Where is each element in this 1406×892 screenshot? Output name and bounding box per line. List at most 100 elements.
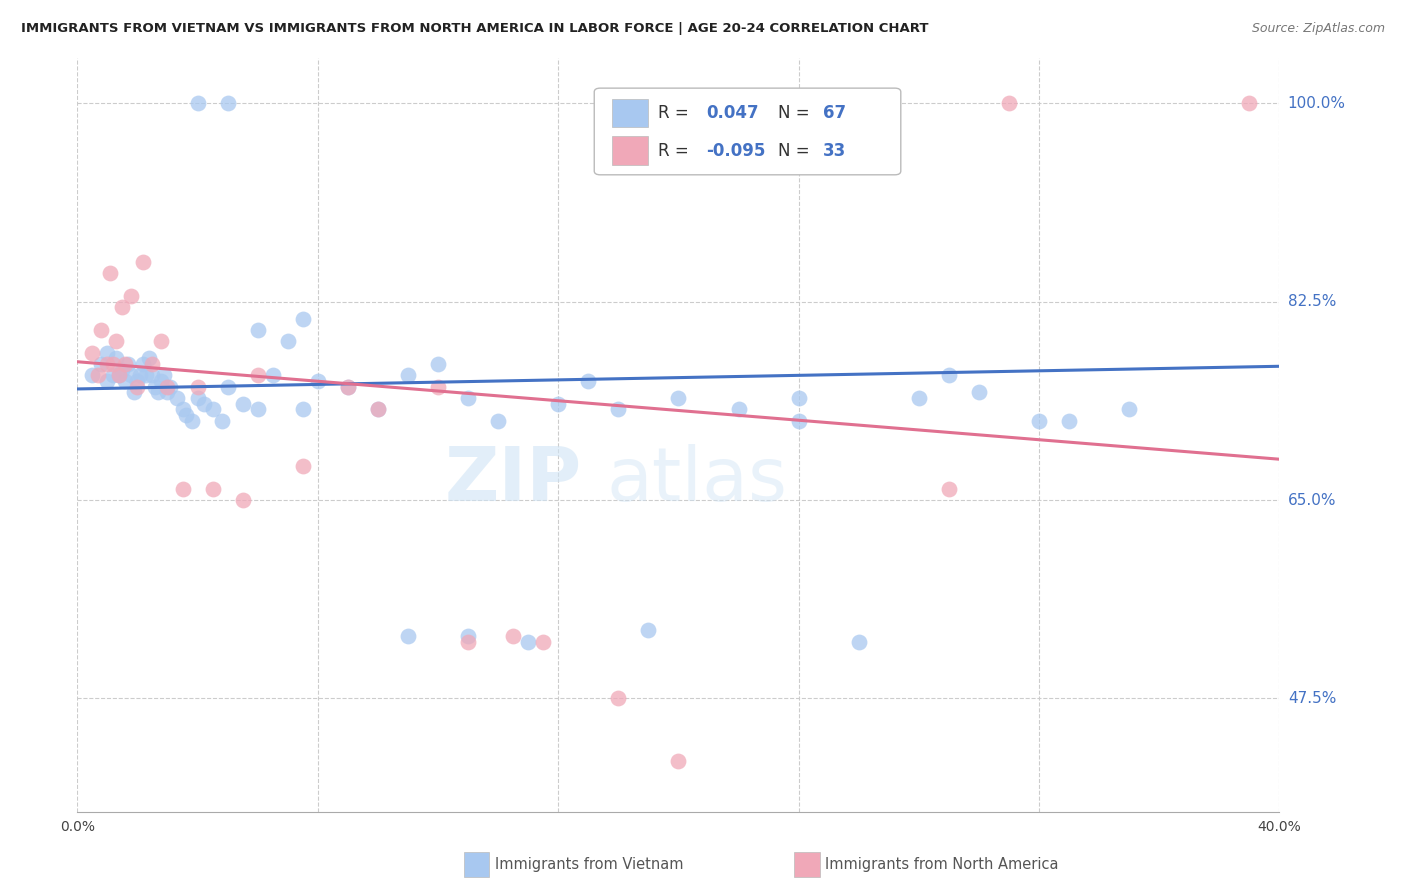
Point — [201, 482, 224, 496]
Point — [193, 397, 215, 411]
Point — [87, 368, 110, 383]
Point — [211, 414, 233, 428]
Point — [427, 379, 450, 393]
Point — [186, 96, 209, 111]
Point — [396, 629, 419, 643]
Point — [111, 362, 134, 376]
Point — [127, 374, 149, 388]
Point — [668, 754, 690, 768]
Point — [367, 402, 389, 417]
Point — [1028, 414, 1050, 428]
Point — [103, 357, 125, 371]
Text: ZIP: ZIP — [444, 443, 582, 516]
Point — [141, 368, 163, 383]
Point — [232, 493, 254, 508]
Point — [172, 402, 194, 417]
Point — [90, 357, 112, 371]
Point — [120, 289, 142, 303]
Point — [367, 402, 389, 417]
Point — [607, 402, 630, 417]
Point — [150, 374, 173, 388]
Text: N =: N = — [778, 104, 815, 122]
Point — [124, 385, 146, 400]
Text: 67: 67 — [823, 104, 846, 122]
Point — [156, 385, 179, 400]
Point — [172, 482, 194, 496]
Point — [246, 402, 269, 417]
Point — [217, 96, 239, 111]
Point — [117, 357, 139, 371]
Point — [114, 374, 136, 388]
Point — [96, 345, 118, 359]
Point — [150, 334, 173, 349]
Point — [457, 391, 479, 405]
Point — [547, 397, 569, 411]
Point — [132, 255, 155, 269]
Point — [336, 379, 359, 393]
Point — [502, 629, 524, 643]
Point — [108, 368, 131, 383]
Point — [120, 368, 142, 383]
Point — [180, 414, 202, 428]
Point — [114, 357, 136, 371]
Point — [232, 397, 254, 411]
Point — [145, 379, 167, 393]
Point — [156, 379, 179, 393]
Point — [96, 357, 118, 371]
Point — [217, 379, 239, 393]
Point — [153, 368, 176, 383]
Point — [111, 301, 134, 315]
Point — [967, 385, 990, 400]
Point — [148, 385, 170, 400]
Point — [637, 624, 659, 638]
Point — [166, 391, 188, 405]
Point — [1057, 414, 1080, 428]
Point — [727, 402, 749, 417]
Text: 47.5%: 47.5% — [1288, 691, 1336, 706]
Point — [848, 634, 870, 648]
FancyBboxPatch shape — [595, 88, 901, 175]
Point — [908, 391, 931, 405]
Point — [246, 323, 269, 337]
Text: atlas: atlas — [606, 443, 787, 516]
Point — [186, 391, 209, 405]
Point — [100, 266, 122, 280]
Point — [998, 96, 1021, 111]
Text: -0.095: -0.095 — [706, 142, 765, 160]
Point — [201, 402, 224, 417]
Point — [787, 391, 810, 405]
Text: N =: N = — [778, 142, 815, 160]
Text: Immigrants from North America: Immigrants from North America — [825, 857, 1059, 871]
Point — [127, 379, 149, 393]
Text: 33: 33 — [823, 142, 846, 160]
Point — [607, 691, 630, 706]
Point — [938, 368, 960, 383]
Point — [82, 368, 104, 383]
Point — [396, 368, 419, 383]
Point — [138, 351, 160, 366]
Point — [336, 379, 359, 393]
Point — [938, 482, 960, 496]
Point — [668, 391, 690, 405]
Point — [486, 414, 509, 428]
Bar — [612, 136, 648, 165]
Point — [1118, 402, 1140, 417]
Point — [90, 323, 112, 337]
Text: IMMIGRANTS FROM VIETNAM VS IMMIGRANTS FROM NORTH AMERICA IN LABOR FORCE | AGE 20: IMMIGRANTS FROM VIETNAM VS IMMIGRANTS FR… — [21, 22, 928, 36]
Bar — [612, 99, 648, 128]
Point — [246, 368, 269, 383]
Point — [531, 634, 554, 648]
Text: R =: R = — [658, 104, 695, 122]
Text: Immigrants from Vietnam: Immigrants from Vietnam — [495, 857, 683, 871]
Text: 100.0%: 100.0% — [1288, 95, 1346, 111]
Point — [186, 379, 209, 393]
Point — [787, 414, 810, 428]
Point — [576, 374, 599, 388]
Point — [427, 357, 450, 371]
Point — [129, 368, 152, 383]
Point — [82, 345, 104, 359]
Point — [457, 634, 479, 648]
Text: Source: ZipAtlas.com: Source: ZipAtlas.com — [1251, 22, 1385, 36]
Text: 0.047: 0.047 — [706, 104, 759, 122]
Point — [262, 368, 284, 383]
